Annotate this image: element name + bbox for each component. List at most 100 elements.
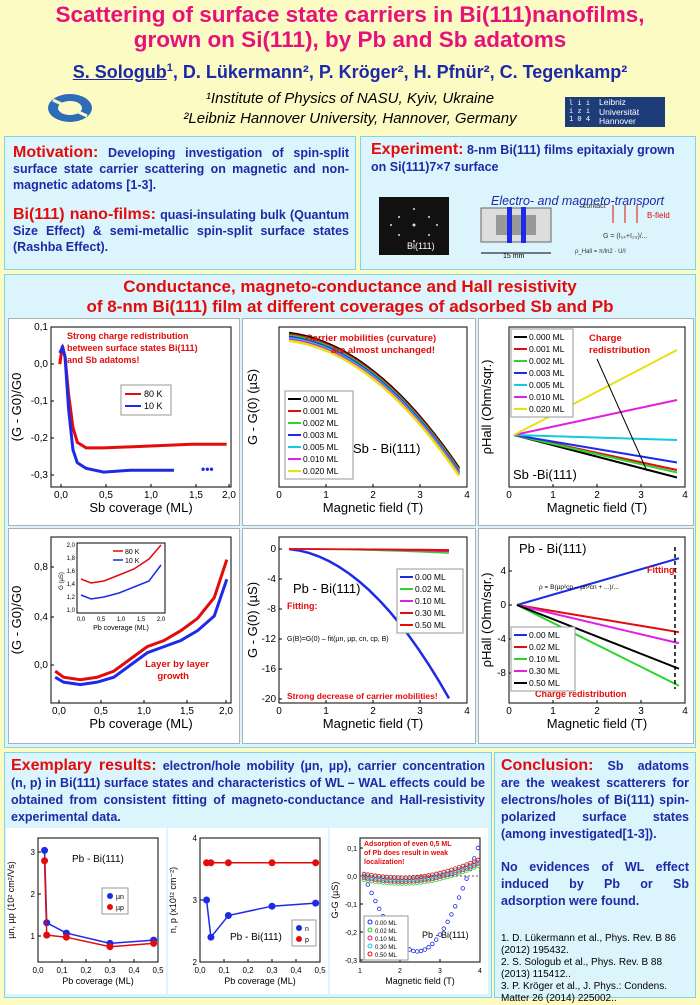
series-line: [516, 557, 680, 606]
inset-y-tick: 1,4: [67, 582, 76, 588]
data-point: [369, 890, 374, 896]
y-tick-label: 2: [193, 958, 198, 967]
x-tick-label: 0,0: [52, 706, 66, 717]
inset-x-tick: 2,0: [157, 617, 166, 623]
legend-label: 0.005 ML: [303, 442, 339, 452]
x-axis-label: Magnetic field (T): [323, 716, 423, 731]
x-tick-label: 0,4: [290, 966, 302, 975]
y-tick-label: 0: [500, 600, 506, 611]
data-point: [437, 870, 443, 876]
legend-label: 0.30 ML: [415, 608, 446, 618]
x-tick-label: 1,0: [144, 490, 158, 501]
data-point: [373, 898, 378, 904]
inset-y-tick: 1,8: [67, 556, 76, 562]
y-tick-label: -8: [497, 668, 506, 679]
legend-label: 0.00 ML: [375, 921, 397, 927]
legend-box: [120, 384, 172, 416]
x-tick-label: 2: [370, 490, 376, 501]
data-point: [441, 871, 446, 877]
series-line: [513, 349, 678, 436]
data-point: [475, 857, 481, 863]
data-point: [268, 902, 276, 910]
x-tick-label: 0,4: [128, 966, 140, 975]
legend-label: 0.30 ML: [529, 666, 560, 676]
annotation-line-1: Adsorption of even 0,5 ML: [364, 841, 452, 848]
legend-label: 0.003 ML: [529, 368, 565, 378]
y-tick-label: 0,1: [34, 322, 48, 333]
data-point: [426, 945, 431, 950]
legend-label: 0.10 ML: [375, 937, 397, 943]
x-tick-label: 0,3: [266, 966, 278, 975]
y-tick-label: 0,0: [34, 359, 48, 370]
data-point: [422, 947, 427, 952]
logo-text-1: Leibniz: [599, 97, 626, 107]
legend-label: 0.001 ML: [529, 344, 565, 354]
nanofilms-text: quasi-insulating bulk (Quantum Size Effe…: [13, 208, 350, 254]
reference-2: 2. S. Sologub et al., Phys. Rev. B 88 (2…: [501, 957, 663, 980]
conclusion-text-2: No evidences of WL effect induced by Pb …: [501, 860, 689, 908]
data-point: [150, 939, 158, 947]
inset-y-tick: 1,6: [67, 569, 76, 575]
data-point: [460, 886, 465, 891]
x-axis-label: Pb coverage (ML): [89, 716, 192, 731]
y-axis-label: ρHall (Ohm/sqr.): [479, 360, 494, 455]
legend-label: 0.000 ML: [529, 332, 565, 342]
legend-swatch: [296, 936, 302, 942]
legend-label: 0.005 ML: [529, 380, 565, 390]
y-axis-label: n, p (x10¹² cm⁻²): [168, 867, 178, 933]
y-tick-label: -16: [262, 664, 277, 675]
x-tick-label: 1,5: [189, 490, 203, 501]
legend-label: 0.50 ML: [529, 678, 560, 688]
panel-density: 0,0 0,1 0,2 0,3 0,4 0,5 4 3 2 Pb coverage (ML) n, …: [168, 828, 328, 994]
nasu-logo: [45, 88, 95, 128]
chart-label: Sb -Bi(111): [513, 467, 577, 482]
panel-pb-cond: 0,0 0,5 1,0 1,5 2,0 0,8 0,4 0,0 Pb coverage (ML)…: [8, 528, 240, 744]
x-tick-label: 1: [323, 490, 329, 501]
x-tick-label: 0: [276, 490, 282, 501]
series-line: [288, 339, 461, 477]
series-line: [513, 399, 678, 436]
exemplary-text: electron/hole mobility (µn, µp), carrier…: [11, 759, 485, 824]
y-tick-label: 3: [31, 848, 36, 857]
authors: S. Sologub1, D. Lükermann², P. Kröger², …: [0, 62, 700, 83]
inset-x-tick: 0,5: [97, 617, 106, 623]
y-axis-label: G - G(0) (µS): [245, 369, 260, 445]
y-tick-label: -0,1: [31, 396, 49, 407]
plot-frame: [37, 837, 159, 963]
fitting-label: Fitting:: [287, 601, 318, 611]
sample-sketch: 15 mm: [471, 203, 566, 260]
legend-swatch: [367, 919, 373, 925]
annotation: Strong decrease of carrier mobilities!: [287, 691, 438, 701]
annotation-line-1: Charge: [589, 333, 622, 344]
legend-swatch: [367, 951, 373, 957]
data-point: [203, 896, 211, 904]
inset-x-tick: 1,0: [117, 617, 126, 623]
x-tick-label: 0,1: [218, 966, 230, 975]
legend-label: 0.00 ML: [529, 630, 560, 640]
y-tick-label: -12: [262, 634, 277, 645]
y-tick-label: 0,8: [34, 562, 48, 573]
data-point: [445, 868, 450, 874]
inset-x-tick: 1,5: [137, 617, 146, 623]
inset-y-tick: 1,0: [67, 608, 76, 614]
y-tick-label: 0,0: [347, 874, 357, 881]
y-tick-label: 1: [31, 932, 36, 941]
legend-label: 0.010 ML: [303, 454, 339, 464]
x-tick-label: 3: [638, 490, 644, 501]
conclusion-box: Conclusion: Sb adatoms are the weakest s…: [494, 752, 696, 1004]
x-tick-label: 0,0: [54, 490, 68, 501]
inset-legend-label: 10 K: [125, 558, 140, 565]
y-axis-label: (G - G0)/G0: [9, 373, 24, 442]
legend-label: p: [305, 937, 309, 944]
data-point: [224, 859, 232, 867]
legend-label: 0.001 ML: [303, 406, 339, 416]
x-tick-label: 4: [682, 490, 688, 501]
title-line-2: grown on Si(111), by Pb and Sb adatoms: [133, 27, 567, 52]
conclusion-text-1: Sb adatoms are the weakest scatterers fo…: [501, 759, 689, 841]
panel-wl: 1 2 3 4 0,1 0,0 -0,1 -0,2 -0,3 Magnetic field (T)…: [330, 828, 488, 994]
svg-text:G = (I₁₄+I₂₃)/...: G = (I₁₄+I₂₃)/...: [603, 233, 648, 240]
data-point: [224, 912, 232, 919]
motivation-heading: Motivation:: [13, 144, 99, 161]
y-tick-label: -0,1: [345, 902, 357, 909]
y-tick-label: 0: [270, 544, 276, 555]
